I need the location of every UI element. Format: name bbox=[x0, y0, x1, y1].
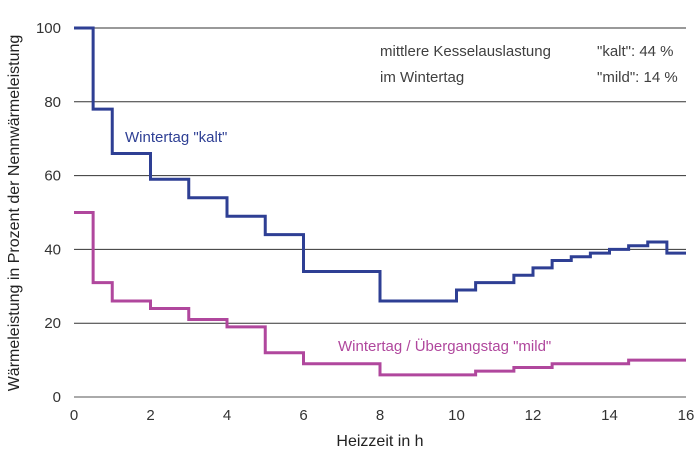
annotation-line1-right: "kalt": 44 % bbox=[597, 43, 674, 60]
x-tick-label-10: 10 bbox=[448, 407, 465, 424]
x-tick-label-0: 0 bbox=[70, 407, 78, 424]
y-tick-label-60: 60 bbox=[44, 168, 61, 185]
series-label-kalt: Wintertag "kalt" bbox=[125, 129, 227, 146]
annotation-line1-left: mittlere Kesselauslastung bbox=[380, 43, 551, 60]
series-line-mild bbox=[74, 211, 686, 377]
x-tick-labels: 0 2 4 6 8 10 12 14 16 bbox=[70, 407, 695, 424]
y-tick-label-20: 20 bbox=[44, 315, 61, 332]
x-tick-label-2: 2 bbox=[146, 407, 154, 424]
x-axis-title: Heizzeit in h bbox=[336, 433, 423, 450]
series-layer bbox=[74, 26, 686, 377]
y-tick-label-100: 100 bbox=[36, 20, 61, 37]
series-line-kalt bbox=[74, 26, 686, 303]
x-tick-label-4: 4 bbox=[223, 407, 231, 424]
x-tick-label-12: 12 bbox=[525, 407, 542, 424]
x-tick-label-6: 6 bbox=[299, 407, 307, 424]
y-tick-labels: 0 20 40 60 80 100 bbox=[36, 20, 61, 406]
y-tick-label-40: 40 bbox=[44, 241, 61, 258]
y-axis-title: Wärmeleistung in Prozent der Nennwärmele… bbox=[6, 35, 23, 392]
y-tick-label-0: 0 bbox=[53, 389, 61, 406]
annotation-line2-right: "mild": 14 % bbox=[597, 69, 678, 86]
grid-lines bbox=[74, 27, 686, 398]
y-tick-label-80: 80 bbox=[44, 94, 61, 111]
x-tick-label-14: 14 bbox=[601, 407, 618, 424]
series-label-mild: Wintertag / Übergangstag "mild" bbox=[338, 337, 551, 355]
x-tick-label-8: 8 bbox=[376, 407, 384, 424]
x-tick-label-16: 16 bbox=[678, 407, 695, 424]
annotation-line2-left: im Wintertag bbox=[380, 69, 464, 86]
